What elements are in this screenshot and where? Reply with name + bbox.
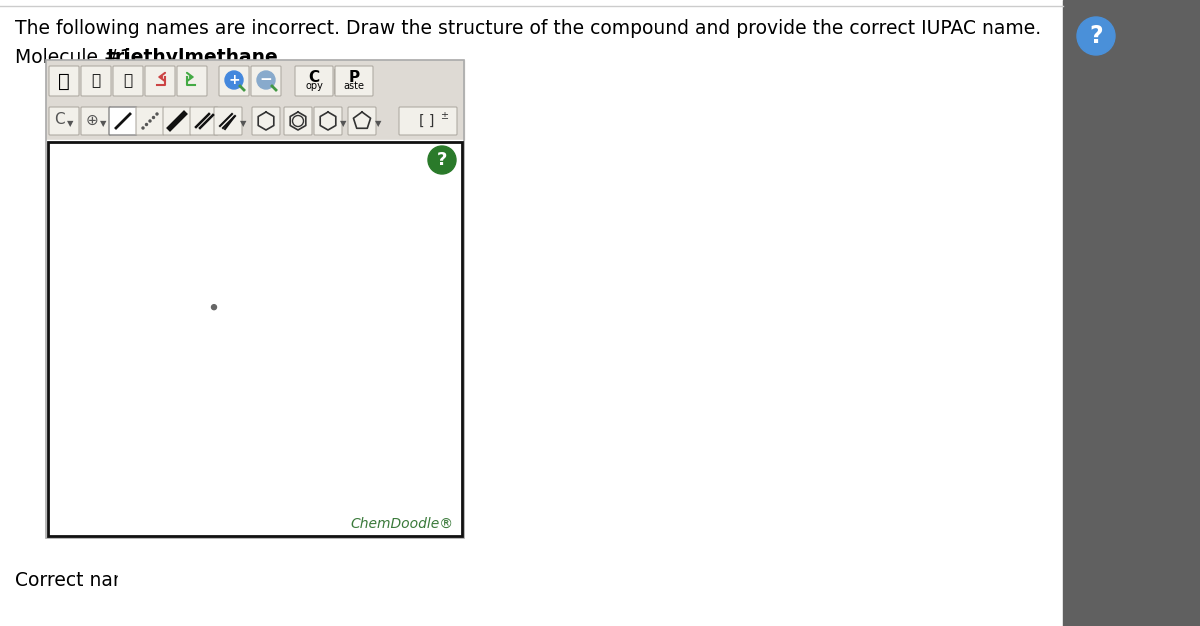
FancyBboxPatch shape [82, 107, 112, 135]
FancyBboxPatch shape [398, 107, 457, 135]
Bar [46, 140, 464, 538]
Text: ⊕: ⊕ [85, 113, 98, 128]
FancyBboxPatch shape [314, 107, 342, 135]
Circle shape [226, 71, 242, 89]
Text: [ ]: [ ] [419, 114, 434, 128]
Bar [46, 60, 464, 102]
Text: Molecule #1:: Molecule #1: [14, 48, 144, 67]
Circle shape [149, 120, 151, 122]
Text: Correct name:: Correct name: [14, 570, 149, 590]
Text: opy: opy [305, 81, 323, 91]
Bar [1063, 0, 1200, 626]
FancyBboxPatch shape [49, 107, 79, 135]
FancyBboxPatch shape [284, 107, 312, 135]
Text: ▼: ▼ [100, 120, 107, 128]
Text: C: C [308, 69, 319, 85]
Text: ▼: ▼ [374, 120, 382, 128]
FancyBboxPatch shape [136, 107, 164, 135]
FancyBboxPatch shape [49, 66, 79, 96]
Circle shape [211, 305, 216, 310]
FancyBboxPatch shape [163, 107, 191, 135]
FancyBboxPatch shape [335, 66, 373, 96]
Text: aste: aste [343, 81, 365, 91]
Circle shape [1078, 17, 1115, 55]
Text: triethylmethane: triethylmethane [107, 48, 278, 67]
FancyBboxPatch shape [214, 107, 242, 135]
Bar [46, 60, 464, 538]
FancyBboxPatch shape [145, 66, 175, 96]
Text: ±: ± [440, 111, 448, 121]
FancyBboxPatch shape [251, 66, 281, 96]
Text: ?: ? [437, 151, 448, 169]
FancyBboxPatch shape [109, 107, 137, 135]
FancyBboxPatch shape [252, 107, 280, 135]
Text: ChemDoodle®: ChemDoodle® [350, 517, 454, 531]
Text: C: C [54, 113, 65, 128]
Circle shape [142, 127, 144, 129]
FancyBboxPatch shape [82, 66, 112, 96]
Bar [118, 569, 518, 593]
Text: P: P [348, 69, 360, 85]
FancyBboxPatch shape [348, 107, 376, 135]
FancyBboxPatch shape [220, 66, 250, 96]
Circle shape [257, 71, 275, 89]
Text: ✋: ✋ [58, 71, 70, 91]
Text: ▼: ▼ [240, 120, 246, 128]
Circle shape [156, 113, 158, 115]
Bar [46, 102, 464, 140]
Text: 🧴: 🧴 [91, 73, 101, 88]
Circle shape [152, 116, 155, 118]
FancyBboxPatch shape [295, 66, 334, 96]
Circle shape [145, 123, 148, 125]
Circle shape [428, 146, 456, 174]
Text: 📌: 📌 [124, 73, 132, 88]
FancyBboxPatch shape [113, 66, 143, 96]
Text: ▼: ▼ [67, 120, 73, 128]
Bar [48, 142, 462, 536]
FancyBboxPatch shape [190, 107, 218, 135]
Text: ?: ? [1090, 24, 1103, 48]
Text: −: − [259, 73, 272, 88]
Text: +: + [228, 73, 240, 87]
Text: The following names are incorrect. Draw the structure of the compound and provid: The following names are incorrect. Draw … [14, 19, 1042, 38]
Text: ▼: ▼ [340, 120, 347, 128]
FancyBboxPatch shape [178, 66, 208, 96]
